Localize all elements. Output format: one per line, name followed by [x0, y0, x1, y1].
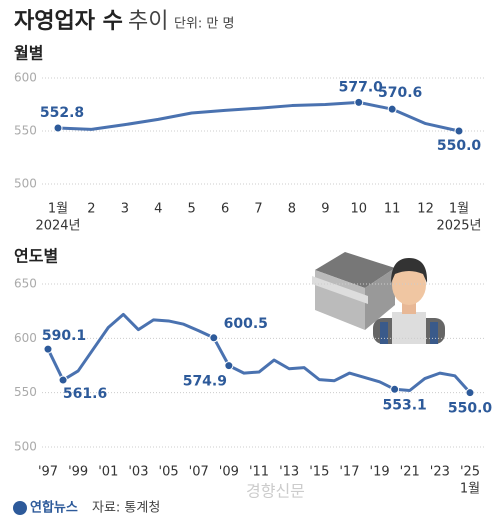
x-tick-label: '23 [430, 465, 450, 480]
point [465, 388, 475, 398]
point [390, 384, 400, 394]
x-tick-label: 8 [288, 202, 296, 217]
x-tick-label: 9 [321, 202, 329, 217]
value-label: 590.1 [42, 328, 86, 344]
value-label: 552.8 [40, 105, 84, 121]
x-tick-label: '03 [128, 465, 148, 480]
x-tick-label: 7 [254, 202, 262, 217]
logo-icon [13, 501, 27, 515]
x-tick-label: '13 [279, 465, 299, 480]
x-tick-label: '19 [370, 465, 390, 480]
y-tick-label: 550 [14, 385, 37, 399]
point [58, 375, 68, 385]
x-tick-label: '01 [98, 465, 118, 480]
value-label: 550.0 [437, 138, 482, 154]
value-label: 600.5 [224, 316, 268, 332]
line [46, 312, 472, 394]
x-tick-label: 1월 [48, 202, 68, 217]
x-tick-label: '05 [159, 465, 179, 480]
section-title: 월별 [14, 44, 43, 63]
value-label: 577.0 [339, 79, 384, 95]
value-label: 574.9 [183, 374, 227, 390]
x-sublabel: 2024년 [35, 219, 80, 234]
x-sublabel: 2025년 [436, 219, 481, 234]
value-label: 561.6 [63, 386, 107, 402]
x-tick-label: '97 [38, 465, 58, 480]
source-logo: 연합뉴스 [30, 500, 78, 516]
x-tick-label: 4 [154, 202, 162, 217]
x-tick-label: '15 [309, 465, 329, 480]
title: 자영업자 수 [14, 9, 123, 34]
x-tick-label: '25 [460, 465, 480, 480]
x-tick-label: 3 [121, 202, 129, 217]
unit: 단위: 만 명 [174, 17, 235, 32]
subtitle: 추이 [128, 9, 168, 34]
value-label: 550.0 [448, 401, 493, 417]
point [224, 361, 234, 371]
x-tick-label: '99 [68, 465, 88, 480]
x-tick-label: '21 [400, 465, 420, 480]
x-note: 1월 [460, 482, 480, 497]
y-tick-label: 500 [14, 440, 37, 454]
x-tick-label: '09 [219, 465, 239, 480]
value-label: 570.6 [378, 85, 422, 101]
x-tick-label: 2 [87, 202, 95, 217]
y-tick-label: 500 [14, 177, 37, 191]
x-tick-label: 10 [350, 202, 367, 217]
x-tick-label: '17 [339, 465, 359, 480]
point [43, 344, 53, 354]
x-tick-label: 12 [417, 202, 434, 217]
y-tick-label: 600 [14, 71, 37, 85]
x-tick-label: 1월 [449, 202, 469, 217]
x-tick-label: 11 [384, 202, 401, 217]
point [387, 104, 397, 114]
point [53, 123, 63, 133]
value-label: 553.1 [382, 397, 426, 413]
x-tick-label: 6 [221, 202, 229, 217]
illustration [312, 252, 445, 344]
point [354, 97, 364, 107]
point [209, 333, 219, 343]
x-tick-label: '11 [249, 465, 269, 480]
section-title: 연도별 [14, 247, 58, 266]
watermark: 경향신문 [246, 482, 305, 501]
x-tick-label: '07 [189, 465, 209, 480]
source: 자료: 통계청 [92, 501, 160, 516]
y-tick-label: 650 [14, 277, 37, 291]
y-tick-label: 550 [14, 124, 37, 138]
x-tick-label: 5 [188, 202, 196, 217]
line [57, 100, 460, 133]
point [454, 126, 464, 136]
y-tick-label: 600 [14, 331, 37, 345]
